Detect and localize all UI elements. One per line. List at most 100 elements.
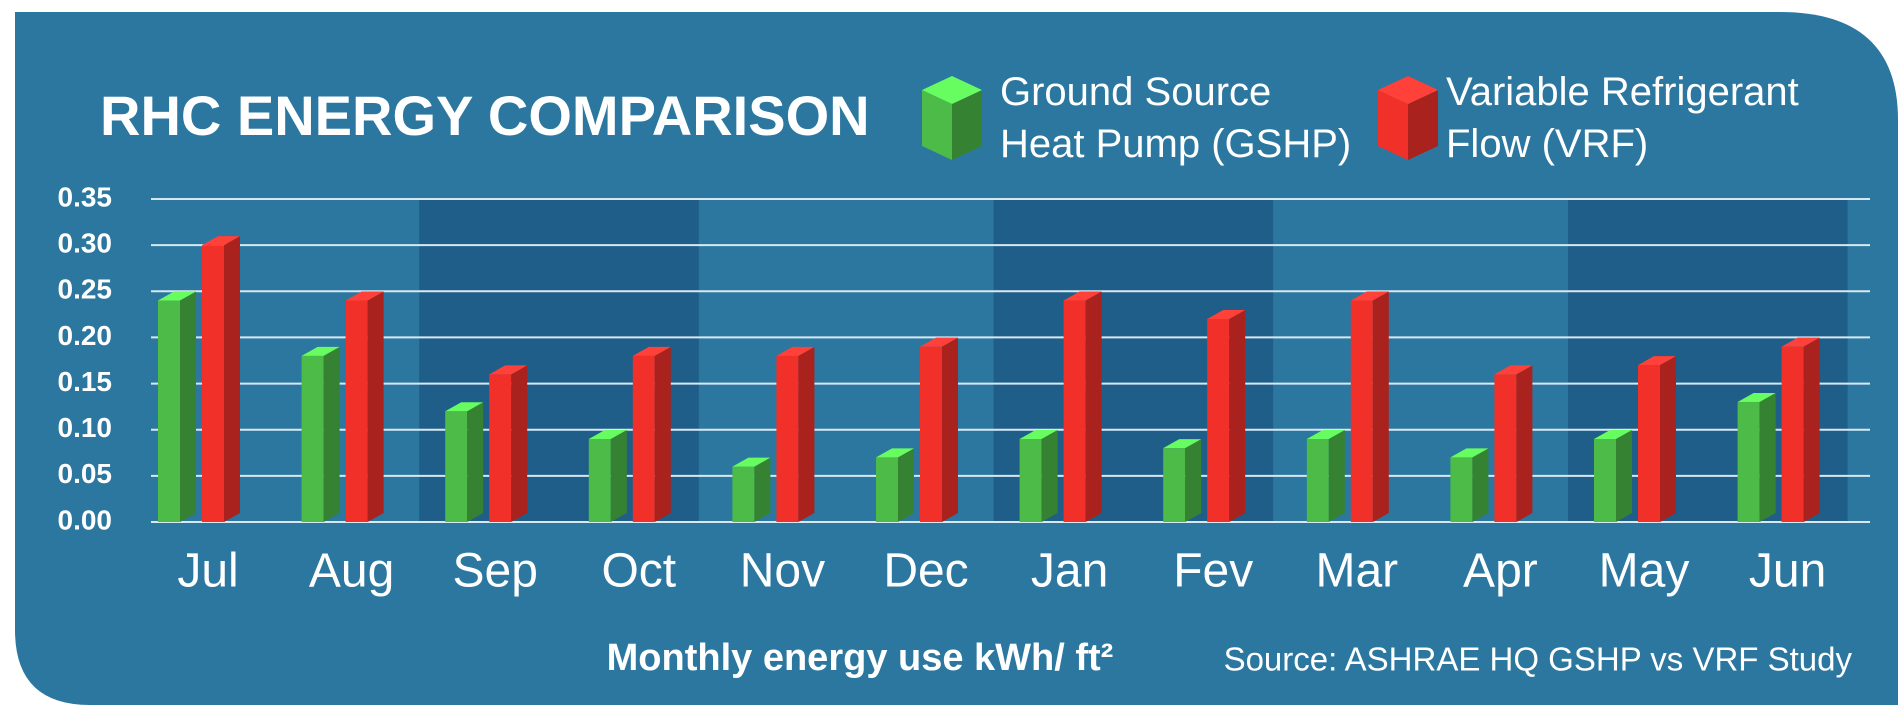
x-tick-label: Sep bbox=[452, 545, 537, 598]
bar bbox=[1063, 300, 1086, 522]
y-tick-label: 0.15 bbox=[58, 366, 113, 397]
bar bbox=[632, 355, 655, 522]
bar bbox=[732, 466, 755, 522]
bar-side bbox=[367, 291, 384, 522]
bar-top bbox=[1019, 429, 1058, 439]
bar-side bbox=[1660, 356, 1676, 522]
bar-top bbox=[489, 365, 528, 375]
bar bbox=[876, 457, 898, 522]
bar-side bbox=[1616, 429, 1632, 522]
bar-top bbox=[1163, 439, 1202, 449]
bar-side bbox=[942, 337, 958, 522]
bar-side bbox=[1516, 365, 1533, 522]
y-tick-label: 0.30 bbox=[58, 228, 113, 259]
bar-side bbox=[1472, 448, 1489, 522]
bar bbox=[1594, 438, 1616, 522]
bar-top bbox=[1594, 429, 1632, 439]
x-tick-label: Jan bbox=[1031, 545, 1108, 598]
bar-side bbox=[1085, 291, 1102, 522]
bar bbox=[158, 300, 180, 522]
bar-side bbox=[654, 346, 671, 522]
bar bbox=[202, 245, 224, 522]
bar bbox=[345, 300, 368, 522]
bar-top bbox=[1306, 429, 1345, 439]
bar bbox=[301, 355, 324, 522]
bar-side bbox=[1185, 439, 1202, 522]
bar-top bbox=[1450, 448, 1489, 458]
bar-top bbox=[301, 346, 340, 356]
bar bbox=[1163, 448, 1186, 522]
bar-top bbox=[1063, 291, 1102, 301]
y-tick-label: 0.25 bbox=[58, 274, 113, 305]
legend-swatch bbox=[922, 90, 952, 160]
bar-top bbox=[1638, 356, 1676, 366]
bar bbox=[445, 411, 468, 522]
x-tick-label: Apr bbox=[1463, 545, 1538, 598]
bar-top bbox=[732, 457, 771, 467]
bar bbox=[1350, 300, 1373, 522]
x-tick-label: Nov bbox=[740, 545, 825, 598]
bar-side bbox=[1803, 337, 1820, 522]
bar bbox=[588, 438, 611, 522]
bar-side bbox=[898, 448, 914, 522]
legend-swatch-top bbox=[922, 76, 982, 104]
bar bbox=[1494, 374, 1517, 522]
bar-side bbox=[610, 429, 627, 522]
x-tick-label: Aug bbox=[309, 545, 394, 598]
bar bbox=[1207, 318, 1230, 522]
bar-side bbox=[511, 365, 528, 522]
bar-top bbox=[202, 236, 240, 246]
bar-top bbox=[1737, 393, 1776, 403]
legend-swatch-side bbox=[952, 90, 982, 160]
bar bbox=[920, 346, 942, 522]
legend-swatch bbox=[1378, 90, 1408, 160]
bar-top bbox=[876, 448, 914, 458]
bar-side bbox=[323, 346, 340, 522]
bar bbox=[1737, 402, 1760, 522]
bar-top bbox=[776, 346, 815, 356]
legend-swatch-top bbox=[1378, 76, 1438, 104]
bar-top bbox=[345, 291, 384, 301]
bar-side bbox=[224, 236, 240, 522]
legend-label: Ground Source Heat Pump (GSHP) bbox=[1000, 70, 1352, 166]
legend-label: Variable Refrigerant Flow (VRF) bbox=[1446, 70, 1799, 166]
bar-top bbox=[1494, 365, 1533, 375]
bar-top bbox=[1350, 291, 1389, 301]
x-axis-label: Monthly energy use kWh/ ft² bbox=[607, 637, 1114, 679]
bar-top bbox=[588, 429, 627, 439]
bar-side bbox=[180, 291, 196, 522]
bar-side bbox=[1759, 393, 1776, 522]
bar bbox=[1306, 438, 1329, 522]
bar bbox=[1638, 365, 1660, 522]
legend-swatch-side bbox=[1408, 90, 1438, 160]
bar-side bbox=[1041, 429, 1058, 522]
x-tick-label: Mar bbox=[1315, 545, 1398, 598]
x-tick-label: Dec bbox=[883, 545, 968, 598]
bar bbox=[1019, 438, 1042, 522]
y-tick-label: 0.35 bbox=[58, 181, 113, 212]
y-tick-label: 0.05 bbox=[58, 458, 113, 489]
bar-side bbox=[754, 457, 771, 522]
bar-side bbox=[1372, 291, 1389, 522]
bar-top bbox=[632, 346, 671, 356]
x-tick-label: Fev bbox=[1173, 545, 1253, 598]
chart-title: RHC ENERGY COMPARISON bbox=[100, 84, 870, 147]
bar-top bbox=[158, 291, 196, 301]
bar-top bbox=[445, 402, 484, 412]
bar-top bbox=[920, 337, 958, 347]
bar-side bbox=[1328, 429, 1345, 522]
bar-side bbox=[1229, 309, 1246, 522]
bar-side bbox=[798, 346, 815, 522]
x-tick-label: May bbox=[1599, 545, 1690, 598]
x-tick-label: Jun bbox=[1749, 545, 1826, 598]
y-tick-label: 0.20 bbox=[58, 320, 113, 351]
x-tick-label: Oct bbox=[601, 545, 676, 598]
source: Source: ASHRAE HQ GSHP vs VRF Study bbox=[1224, 641, 1853, 678]
bar bbox=[1450, 457, 1473, 522]
bar-top bbox=[1781, 337, 1820, 347]
y-tick-label: 0.10 bbox=[58, 412, 113, 443]
bar bbox=[1781, 346, 1804, 522]
x-tick-label: Jul bbox=[177, 545, 238, 598]
